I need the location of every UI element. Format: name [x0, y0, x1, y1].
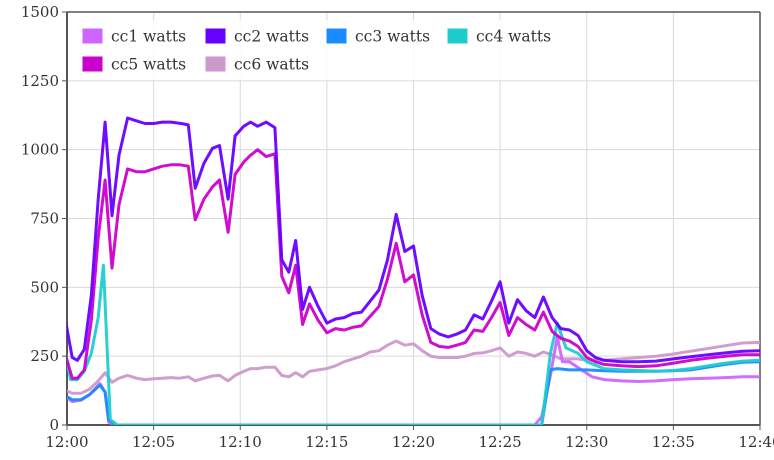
x-tick-label: 12:40: [738, 433, 774, 451]
legend: cc1 watts cc2 watts cc3 watts cc4 watts cc5 …: [76, 20, 571, 80]
legend-item[interactable]: cc5 watts: [81, 55, 186, 74]
legend-swatch: [81, 55, 104, 73]
x-tick-label: 12:25: [479, 433, 522, 451]
legend-item[interactable]: cc6 watts: [204, 55, 309, 74]
legend-item[interactable]: cc2 watts: [204, 27, 309, 46]
legend-item[interactable]: cc4 watts: [446, 27, 551, 46]
y-tick-label: 750: [30, 210, 59, 228]
series-line-cc4: [67, 263, 760, 425]
y-tick-label: 1250: [21, 72, 59, 90]
legend-label: cc3 watts: [355, 28, 430, 46]
series-line-cc6: [67, 339, 760, 395]
legend-swatch: [325, 27, 348, 45]
legend-label: cc5 watts: [111, 56, 186, 74]
x-tick-label: 12:20: [392, 433, 435, 451]
x-tick-label: 12:30: [565, 433, 608, 451]
series-layer: [67, 116, 760, 425]
series-line-cc2: [67, 116, 760, 364]
y-tick-label: 500: [30, 278, 59, 296]
x-tick-label: 12:00: [45, 433, 88, 451]
series-line-cc5: [67, 148, 760, 380]
legend-label: cc1 watts: [111, 28, 186, 46]
x-tick-label: 12:10: [219, 433, 262, 451]
y-tick-label: 0: [49, 416, 59, 434]
y-tick-label: 1500: [21, 3, 59, 21]
legend-background: [76, 20, 571, 80]
legend-swatch: [446, 27, 469, 45]
legend-label: cc2 watts: [234, 28, 309, 46]
legend-item[interactable]: cc1 watts: [81, 27, 186, 46]
x-tick-label: 12:15: [305, 433, 348, 451]
legend-swatch: [204, 27, 227, 45]
legend-swatch: [204, 55, 227, 73]
y-tick-label: 1000: [21, 141, 59, 159]
x-tick-label: 12:05: [132, 433, 175, 451]
axis-layer: 0 250 500 750 1000 1250 1500 12:00 12:05 12:10 12:…: [21, 3, 774, 451]
y-tick-label: 250: [30, 347, 59, 365]
legend-label: cc6 watts: [234, 56, 309, 74]
series-line-cc1: [67, 335, 760, 425]
legend-label: cc4 watts: [476, 28, 551, 46]
legend-swatch: [81, 27, 104, 45]
legend-item[interactable]: cc3 watts: [325, 27, 430, 46]
x-tick-label: 12:35: [652, 433, 695, 451]
